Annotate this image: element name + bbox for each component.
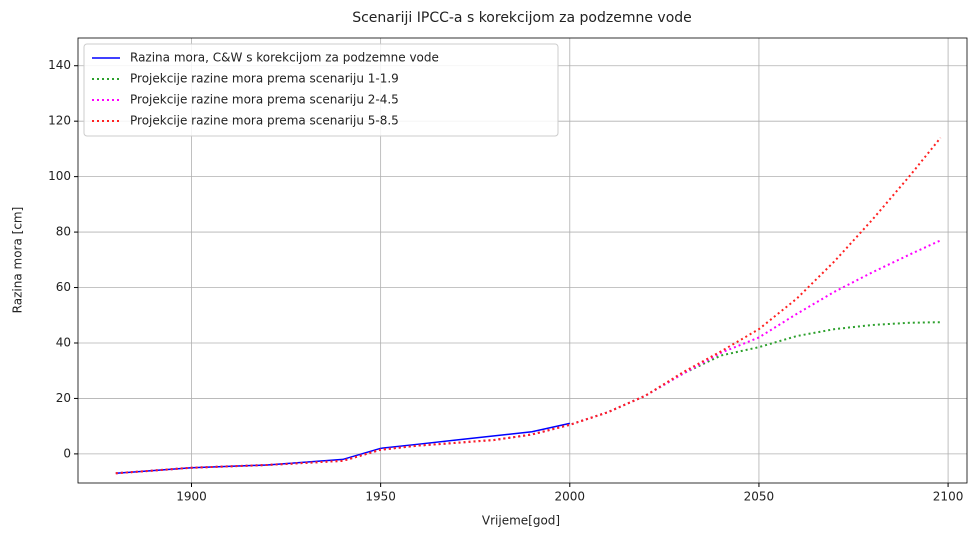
legend-box <box>83 43 559 137</box>
legend-label: Projekcije razine mora prema scenariju 2… <box>130 93 399 107</box>
y-axis-label: Razina mora [cm] <box>11 207 25 314</box>
y-tick-label: 120 <box>48 114 71 128</box>
y-tick-label: 140 <box>48 58 71 72</box>
x-tick-label: 2000 <box>555 490 586 504</box>
y-tick-label: 20 <box>56 391 71 405</box>
y-tick-label: 80 <box>56 225 71 239</box>
legend-label: Razina mora, C&W s korekcijom za podzemn… <box>130 51 439 65</box>
line-series <box>115 137 942 475</box>
x-tick-label: 2050 <box>744 490 775 504</box>
chart-title: Scenariji IPCC-a s korekcijom za podzemn… <box>352 10 692 26</box>
x-tick-label: 2100 <box>933 490 964 504</box>
line-series <box>115 239 941 475</box>
y-tick-label: 100 <box>48 169 71 183</box>
y-tick-label: 40 <box>56 335 71 349</box>
legend-label: Projekcije razine mora prema scenariju 5… <box>130 114 399 128</box>
y-tick-label: 60 <box>56 280 71 294</box>
x-tick-label: 1900 <box>176 490 207 504</box>
plot-frame <box>77 37 968 484</box>
x-tick-label: 1950 <box>365 490 396 504</box>
line-series <box>115 422 570 475</box>
legend-label: Projekcije razine mora prema scenariju 1… <box>130 72 399 86</box>
line-series <box>115 321 941 475</box>
x-axis-label: Vrijeme[god] <box>482 514 560 528</box>
y-tick-label: 0 <box>63 446 71 460</box>
